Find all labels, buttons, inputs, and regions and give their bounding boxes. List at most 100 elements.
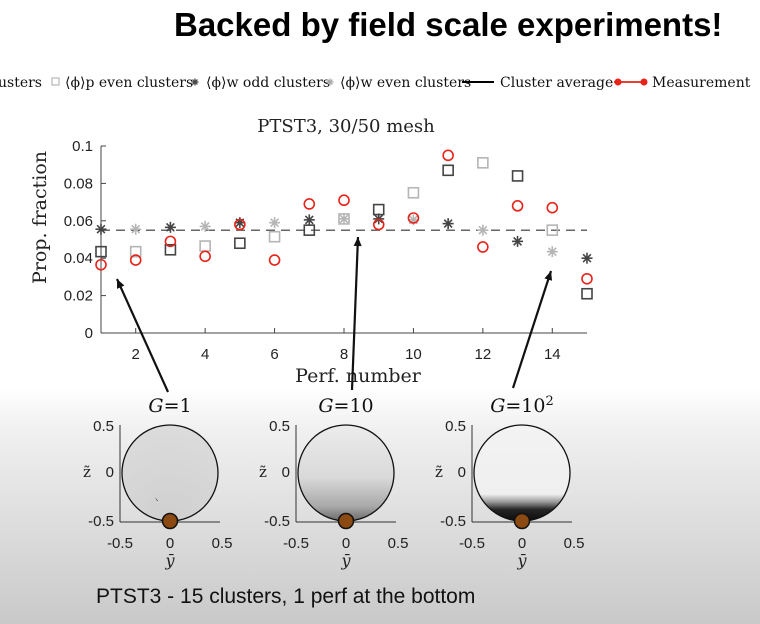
data-point (581, 287, 593, 300)
perforation-marker (337, 512, 355, 530)
slide-title: Backed by field scale experiments! (174, 6, 723, 43)
data-point (442, 149, 454, 162)
data-point (338, 194, 350, 207)
data-point (477, 224, 489, 236)
data-point (199, 220, 211, 232)
perforation-marker (161, 512, 179, 530)
panel-x-label: ȳ (164, 551, 175, 570)
panel-y-label: z̃ (83, 463, 91, 481)
y-tick-label: 0.06 (64, 213, 93, 230)
data-point (164, 243, 177, 256)
data-point (511, 170, 524, 182)
arrow-head (544, 271, 553, 281)
y-tick-label: 0.1 (72, 138, 93, 155)
legend-label: Measurement (652, 75, 751, 91)
arrow-3 (511, 270, 553, 389)
data-point (407, 186, 420, 199)
data-point (372, 218, 385, 231)
legend-label: ⟨ϕ⟩w even clusters (340, 75, 471, 91)
series-1 (129, 157, 559, 258)
data-point (199, 250, 211, 263)
data-point (129, 245, 142, 258)
data-point (546, 224, 559, 236)
cursor-mark (155, 497, 158, 501)
disc-heatmap (297, 424, 395, 522)
data-point (234, 237, 246, 250)
series-3 (130, 213, 558, 258)
data-point (581, 272, 593, 285)
x-tick-label: 12 (475, 346, 492, 363)
panel-title: G=1 (148, 395, 191, 417)
panel-y-tick-label: 0 (106, 464, 114, 481)
panel-y-tick-label: 0 (458, 464, 466, 481)
panel-y-label: z̃ (259, 463, 267, 481)
data-point (512, 235, 524, 247)
legend-dot-marker (614, 78, 622, 86)
data-point (442, 218, 454, 230)
data-point (130, 223, 142, 235)
data-point (407, 212, 420, 224)
panel-x-label: ȳ (340, 551, 351, 570)
panel-x-tick-label: -0.5 (107, 535, 133, 552)
data-point (303, 214, 315, 226)
panel-y-label: z̃ (435, 463, 443, 481)
panel-title: G=102 (490, 394, 554, 418)
series-4 (95, 149, 593, 285)
panel-x-tick-label: -0.5 (459, 535, 485, 552)
arrow-head (353, 237, 362, 247)
legend-square-marker (51, 77, 60, 86)
y-tick-label: 0.04 (64, 250, 93, 267)
data-point (546, 201, 559, 214)
disc-panel-3: G=102 0.5 0 -0.5 z̃ -0.5 0 0.5 ȳ (435, 394, 584, 571)
panel-x-tick-label: -0.5 (283, 535, 309, 552)
data-point (477, 157, 489, 169)
panel-y-tick-label: 0.5 (269, 418, 290, 435)
annotation-arrows (115, 236, 553, 393)
legend-item-3: ⟨ϕ⟩w even clusters (326, 75, 471, 91)
data-point (234, 218, 246, 231)
legend-item-4: Cluster average (462, 75, 613, 91)
arrow-2 (350, 236, 362, 391)
panel-x-tick-label: 0 (518, 535, 526, 552)
legend-label: Cluster average (500, 75, 613, 91)
series-0 (95, 164, 593, 300)
panel-x-tick-label: 0.5 (212, 535, 233, 552)
data-point (268, 254, 281, 266)
data-point (477, 241, 489, 253)
x-tick-label: 14 (544, 346, 561, 363)
perforation-marker (513, 512, 531, 530)
x-tick-label: 2 (132, 346, 140, 363)
data-point (511, 200, 524, 212)
disc-panels: G=1 0.5 0 -0.5 z̃ -0.5 0 0.5 ȳ G=10 0.5 0 -0.5 z̃ -0.5… (83, 394, 584, 571)
y-tick-label: 0.02 (64, 288, 93, 305)
panel-x-tick-label: 0 (166, 535, 174, 552)
data-point (442, 164, 454, 177)
legend-asterisk-marker (326, 78, 334, 86)
slide-caption: PTST3 - 15 clusters, 1 perf at the botto… (96, 585, 476, 608)
main-chart: PTST3, 30/50 mesh 0 0.02 0.04 0.06 0.08 0.1 2 4 6… (29, 116, 593, 387)
y-axis-label: Prop. fraction (29, 151, 51, 284)
data-point (95, 245, 107, 258)
legend-dot-marker (640, 78, 648, 86)
data-point (199, 240, 211, 252)
data-point (268, 230, 281, 243)
legend-item-1: ⟨ϕ⟩p even clusters (51, 75, 193, 91)
data-point (164, 221, 176, 233)
data-point (546, 246, 558, 258)
data-point (95, 223, 107, 235)
legend-item-5: Measurement (614, 75, 751, 91)
x-tick-label: 8 (340, 346, 348, 363)
chart-title: PTST3, 30/50 mesh (257, 116, 435, 137)
chart-legend: usters ⟨ϕ⟩p even clusters ⟨ϕ⟩w odd cluster… (0, 75, 751, 91)
panel-y-tick-label: -0.5 (88, 513, 114, 530)
disc-heatmap (473, 424, 571, 522)
legend-item-0: usters (0, 75, 42, 91)
panel-y-tick-label: -0.5 (440, 513, 466, 530)
x-axis-label: Perf. number (295, 365, 422, 387)
panel-y-tick-label: 0.5 (93, 418, 114, 435)
x-tick-label: 10 (405, 346, 422, 363)
data-point (269, 217, 281, 229)
data-point (303, 198, 316, 210)
disc-heatmap (121, 424, 219, 522)
